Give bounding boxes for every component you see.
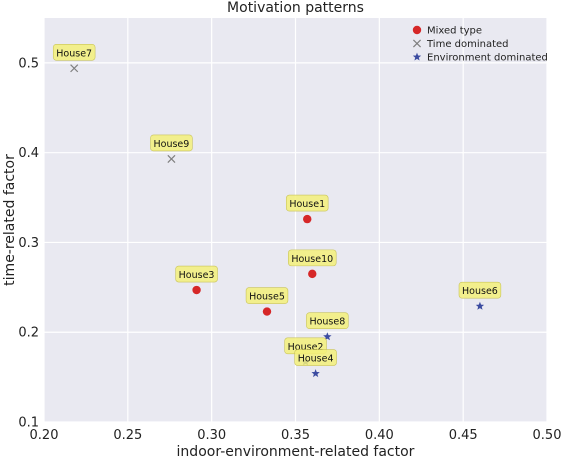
point-label: House9	[150, 134, 193, 152]
point-label-box	[306, 312, 349, 330]
x-tick-label: 0.20	[30, 428, 59, 443]
marker-stroke	[70, 64, 79, 73]
x-tick-label: 0.40	[365, 428, 394, 443]
mixed-type-legend-marker	[412, 25, 422, 35]
point-label-box	[150, 134, 193, 152]
x-tick-label: 0.30	[197, 428, 226, 443]
point-label-box	[294, 349, 337, 366]
mixed-type-point	[308, 269, 317, 279]
legend-label: Mixed type	[427, 26, 482, 37]
point-label-text: House8	[309, 317, 345, 328]
mixed-type-point	[262, 307, 272, 316]
point-label-text: House9	[154, 139, 190, 150]
x-tick-label: 0.50	[533, 428, 562, 443]
tick-labels: 0.20 0.25 0.30 0.35 0.40 0.45 0.50 0.1 0.2 0.3 0.4…	[18, 56, 561, 443]
y-tick-label: 0.3	[18, 236, 39, 251]
legend-label: Environment dominated	[427, 53, 548, 64]
point-label: House4	[294, 349, 337, 366]
y-axis-title: time-related factor	[2, 154, 18, 286]
environment-dominated-point	[311, 369, 320, 378]
mixed-type-point	[303, 214, 312, 224]
point-label-text: House7	[56, 48, 92, 59]
point-label: House7	[52, 43, 96, 61]
mixed-type-point	[192, 285, 201, 295]
point-label-box	[458, 281, 502, 299]
environment-dominated-legend-marker	[412, 52, 422, 61]
data-points	[70, 64, 485, 378]
x-tick-label: 0.45	[449, 428, 478, 443]
point-labels: House1 House10 House3 House5 House7 House9 Hou…	[52, 43, 502, 366]
x-tick-label: 0.35	[281, 428, 310, 443]
point-label: House6	[458, 281, 502, 299]
point-label: House10	[288, 249, 337, 267]
x-tick-label: 0.25	[113, 428, 142, 443]
marker-stroke	[167, 154, 176, 163]
marker-stroke	[412, 39, 422, 48]
point-label-text: House1	[289, 199, 325, 210]
point-label-text: House6	[462, 286, 498, 297]
point-label-text: House10	[291, 254, 333, 265]
time-dominated-point	[167, 154, 176, 163]
environment-dominated-point	[475, 301, 485, 310]
y-tick-label: 0.5	[18, 56, 39, 71]
point-label-text: House3	[179, 270, 215, 281]
point-label-text: House2	[288, 342, 324, 353]
point-label: House1	[286, 194, 329, 212]
point-label-box	[175, 265, 218, 283]
point-label-box	[286, 194, 329, 212]
x-axis-title: indoor-environment-related factor	[177, 444, 415, 460]
point-label-text: House5	[249, 292, 285, 303]
chart-title: Motivation patterns	[227, 0, 364, 16]
point-label: House8	[306, 312, 349, 330]
point-label-box	[52, 43, 96, 61]
grid-lines	[43, 18, 548, 423]
y-tick-label: 0.4	[18, 146, 39, 161]
point-label: House5	[245, 287, 289, 304]
point-label-box	[245, 287, 289, 304]
legend: Mixed type Time dominated Environment domi…	[412, 25, 548, 64]
y-tick-label: 0.1	[18, 416, 39, 431]
environment-dominated-point	[323, 332, 332, 341]
y-tick-label: 0.2	[18, 326, 39, 341]
point-label: House3	[175, 265, 218, 283]
point-label-text: House4	[298, 354, 334, 365]
time-dominated-legend-marker	[412, 39, 422, 48]
point-label-box	[288, 249, 337, 267]
legend-label: Time dominated	[426, 39, 509, 50]
time-dominated-point	[70, 64, 79, 73]
